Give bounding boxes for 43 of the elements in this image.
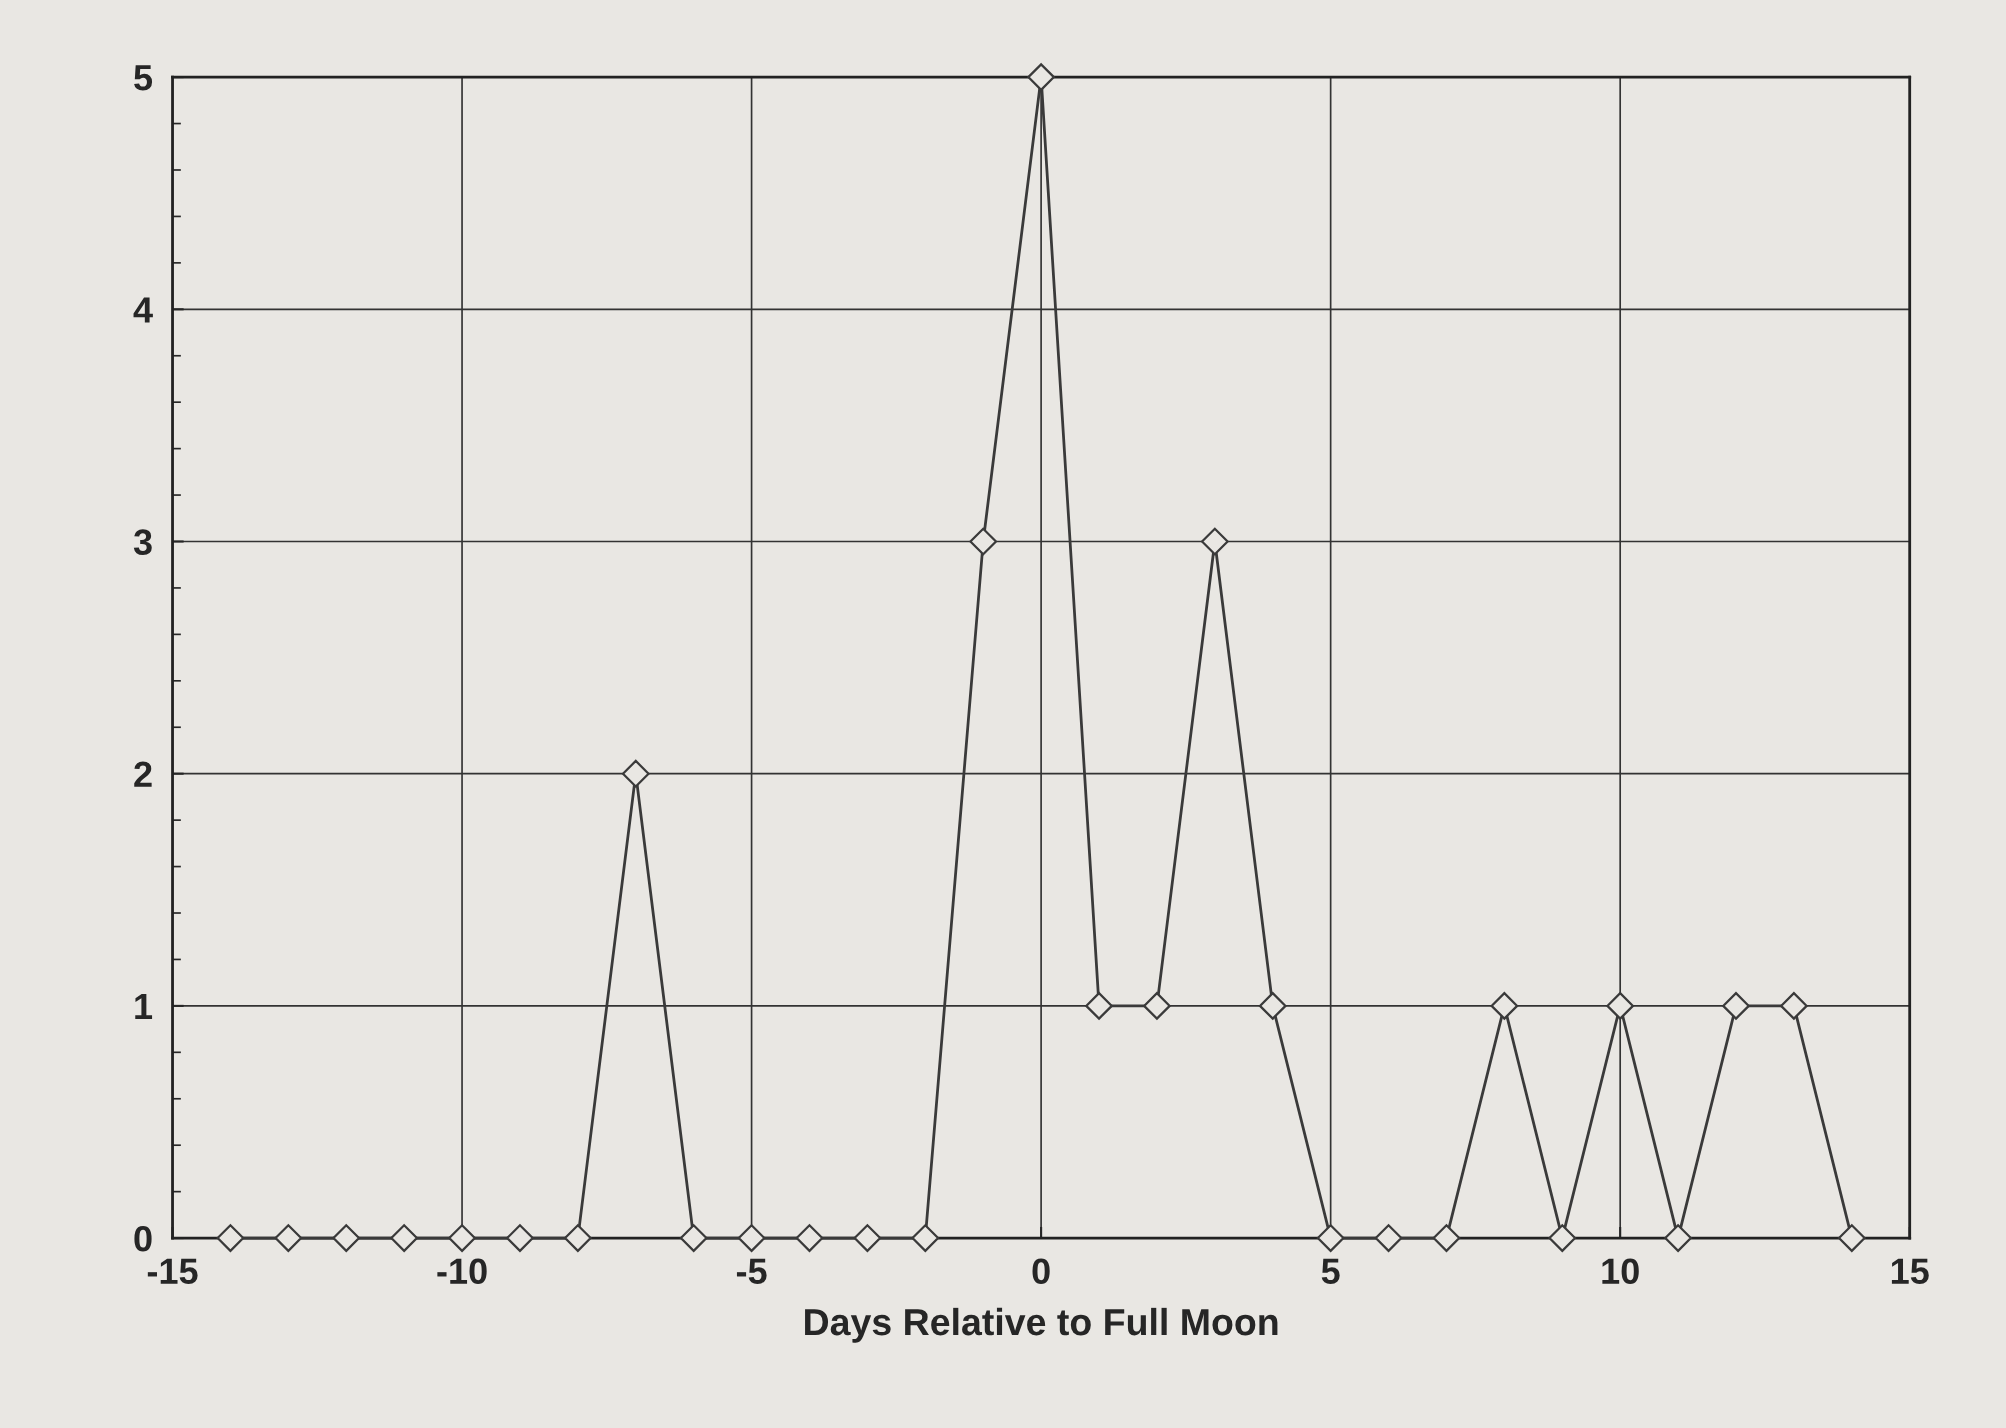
y-tick-label: 1 — [135, 994, 153, 1019]
point — [216, 1224, 245, 1252]
point — [1432, 1224, 1461, 1252]
point — [1780, 992, 1808, 1020]
point — [1548, 1224, 1577, 1252]
point — [1027, 63, 1055, 91]
y-tick-label: 5 — [134, 65, 153, 91]
y-tick-label: 0 — [134, 1225, 152, 1252]
point — [332, 1224, 361, 1252]
y-tick-label: 4 — [133, 297, 153, 323]
y-tick-label: 3 — [133, 529, 152, 555]
x-tick-label: 10 — [1602, 1258, 1639, 1285]
point — [448, 1224, 476, 1252]
point — [911, 1224, 940, 1252]
x-tick-label: 0 — [1032, 1258, 1050, 1285]
point — [506, 1224, 534, 1252]
point — [1200, 527, 1229, 556]
point — [1722, 992, 1750, 1020]
point — [1490, 992, 1519, 1020]
point — [390, 1224, 419, 1252]
point — [1143, 992, 1171, 1020]
point — [969, 527, 998, 556]
point — [563, 1224, 592, 1252]
x-tick-label: -5 — [736, 1258, 767, 1285]
point — [621, 759, 650, 788]
point — [853, 1224, 882, 1252]
x-tick-label: -10 — [437, 1258, 487, 1285]
x-tick-label: 15 — [1891, 1258, 1929, 1285]
x-axis-title: Days Relative to Full Moon — [805, 1307, 1278, 1343]
point — [1258, 992, 1287, 1020]
point — [1316, 1224, 1345, 1252]
point — [795, 1224, 824, 1252]
point — [737, 1224, 766, 1252]
x-tick-label: -15 — [147, 1258, 198, 1285]
point — [679, 1224, 708, 1252]
point — [1664, 1224, 1692, 1252]
point — [1374, 1224, 1403, 1252]
x-tick-label: 5 — [1321, 1258, 1340, 1285]
point — [1606, 992, 1635, 1020]
point — [274, 1224, 303, 1252]
point — [1837, 1224, 1866, 1252]
y-tick-label: 2 — [134, 761, 152, 787]
point — [1085, 992, 1113, 1020]
